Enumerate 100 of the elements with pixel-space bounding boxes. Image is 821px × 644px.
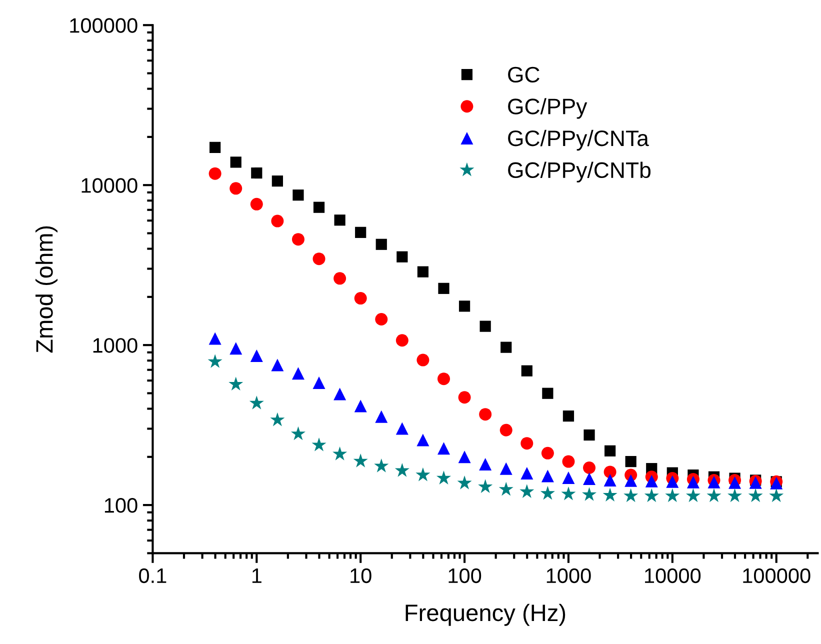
point xyxy=(583,472,596,485)
point xyxy=(584,429,595,441)
point xyxy=(270,412,285,426)
point xyxy=(394,463,410,477)
point xyxy=(500,342,512,353)
legend-label: GC xyxy=(508,66,540,83)
point xyxy=(624,474,638,487)
point xyxy=(416,467,430,482)
x-tick-label: 1000 xyxy=(546,568,591,584)
point xyxy=(228,376,244,391)
point xyxy=(251,167,262,179)
legend-label: GC/PPy xyxy=(508,98,588,119)
point xyxy=(334,388,346,400)
point xyxy=(438,282,450,294)
point xyxy=(479,408,492,421)
point xyxy=(520,467,534,480)
point xyxy=(728,488,742,502)
point xyxy=(208,354,222,368)
x-tick-label: 0.1 xyxy=(139,568,166,584)
point xyxy=(604,445,616,456)
point xyxy=(353,454,368,468)
point xyxy=(376,238,387,250)
point xyxy=(208,167,222,180)
point xyxy=(210,142,221,153)
point xyxy=(312,437,326,452)
point xyxy=(604,474,616,486)
point xyxy=(292,233,304,246)
point xyxy=(458,450,471,464)
point xyxy=(769,488,784,502)
point xyxy=(542,388,554,399)
point xyxy=(480,320,491,332)
point xyxy=(416,354,430,366)
point xyxy=(541,470,554,482)
legend-label: GC/PPy/CNTb xyxy=(508,162,650,182)
point xyxy=(706,488,722,502)
point xyxy=(458,391,471,404)
point xyxy=(562,410,574,422)
point xyxy=(500,424,512,436)
point xyxy=(250,198,263,210)
point xyxy=(396,251,408,262)
point xyxy=(521,365,532,376)
point xyxy=(396,422,408,435)
point xyxy=(666,475,679,488)
point xyxy=(498,482,514,496)
point xyxy=(290,426,306,440)
point xyxy=(375,313,388,326)
point xyxy=(334,272,346,285)
point xyxy=(686,476,700,488)
x-tick-label: 1 xyxy=(252,568,262,583)
point xyxy=(354,400,367,412)
point xyxy=(728,476,742,489)
point xyxy=(436,470,452,484)
point xyxy=(416,434,430,446)
point xyxy=(625,456,636,468)
point xyxy=(624,488,638,502)
x-axis-title: Frequency (Hz) xyxy=(406,604,566,626)
point xyxy=(540,486,555,500)
point xyxy=(230,342,242,355)
point xyxy=(520,437,534,450)
y-tick-label: 1000 xyxy=(93,338,138,353)
x-tick-label: 100 xyxy=(448,568,482,584)
point xyxy=(561,486,576,500)
point xyxy=(375,410,388,423)
point xyxy=(417,266,429,278)
point xyxy=(562,472,575,484)
point xyxy=(583,462,596,474)
point xyxy=(230,156,242,168)
point xyxy=(500,462,512,475)
point xyxy=(437,442,450,455)
point xyxy=(457,476,472,490)
point xyxy=(208,332,222,345)
point xyxy=(250,349,263,362)
point xyxy=(396,334,408,347)
point xyxy=(271,358,284,372)
point xyxy=(313,202,325,213)
point xyxy=(437,372,450,386)
point xyxy=(665,488,680,502)
point xyxy=(230,182,242,195)
point xyxy=(374,458,389,472)
point xyxy=(644,488,659,502)
point xyxy=(355,226,366,238)
point xyxy=(271,214,284,228)
y-tick-label: 10000 xyxy=(82,178,138,193)
point xyxy=(249,396,264,410)
point xyxy=(645,474,658,488)
y-tick-label: 100000 xyxy=(70,18,138,33)
point xyxy=(562,455,575,468)
point xyxy=(312,252,326,266)
point xyxy=(479,458,492,470)
y-axis-title: Zmod (ohm) xyxy=(35,226,58,353)
point xyxy=(602,488,618,502)
x-tick-label: 10000 xyxy=(645,568,701,584)
point xyxy=(458,300,470,312)
x-tick-label: 100000 xyxy=(743,568,810,584)
y-tick-label: 100 xyxy=(104,498,138,513)
point xyxy=(520,484,534,498)
point xyxy=(748,488,763,502)
point xyxy=(354,292,367,305)
point xyxy=(604,466,616,478)
point xyxy=(582,487,597,501)
